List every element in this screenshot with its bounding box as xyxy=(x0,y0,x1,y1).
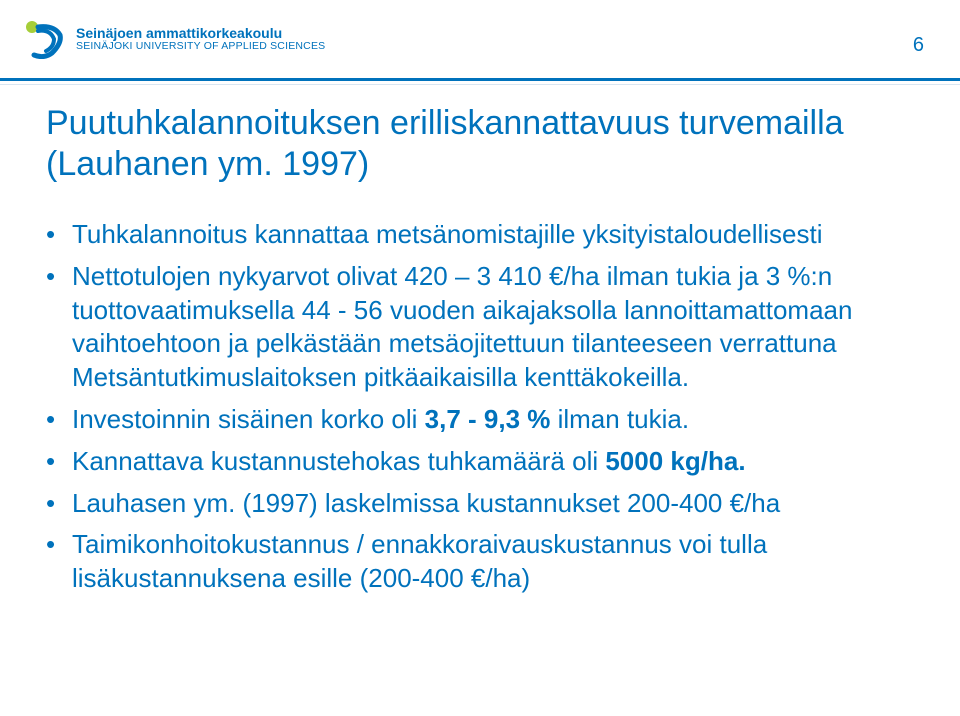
brand-name-en: SEINÄJOKI UNIVERSITY OF APPLIED SCIENCES xyxy=(76,41,325,53)
list-item: Lauhasen ym. (1997) laskelmissa kustannu… xyxy=(46,487,924,521)
brand-text: Seinäjoen ammattikorkeakoulu SEINÄJOKI U… xyxy=(76,26,325,53)
slide-content: Puutuhkalannoituksen erilliskannattavuus… xyxy=(0,81,960,596)
header-divider xyxy=(0,78,960,81)
list-item: Tuhkalannoitus kannattaa metsänomistajil… xyxy=(46,218,924,252)
list-item: Taimikonhoitokustannus / ennakkoraivausk… xyxy=(46,528,924,596)
list-item: Nettotulojen nykyarvot olivat 420 – 3 41… xyxy=(46,260,924,395)
bullet-list: Tuhkalannoitus kannattaa metsänomistajil… xyxy=(46,218,924,596)
logo-icon xyxy=(24,19,64,59)
brand-name-fi: Seinäjoen ammattikorkeakoulu xyxy=(76,26,325,41)
slide-header: Seinäjoen ammattikorkeakoulu SEINÄJOKI U… xyxy=(0,0,960,78)
slide-title: Puutuhkalannoituksen erilliskannattavuus… xyxy=(46,103,924,186)
brand-logo: Seinäjoen ammattikorkeakoulu SEINÄJOKI U… xyxy=(24,19,325,59)
list-item: Kannattava kustannustehokas tuhkamäärä o… xyxy=(46,445,924,479)
list-item: Investoinnin sisäinen korko oli 3,7 - 9,… xyxy=(46,403,924,437)
page-number: 6 xyxy=(913,34,924,57)
